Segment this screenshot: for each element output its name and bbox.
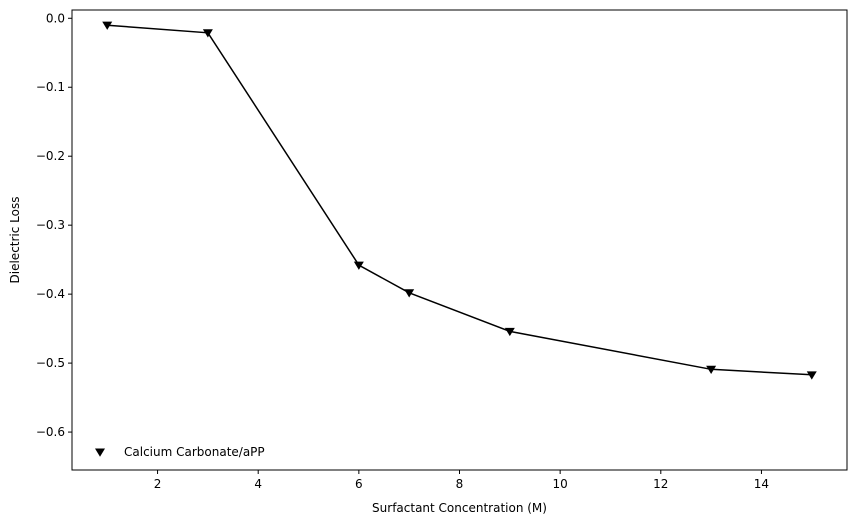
data-point: [504, 327, 515, 337]
x-tick-label: 6: [355, 477, 363, 491]
x-tick-label: 14: [754, 477, 769, 491]
data-point: [353, 261, 364, 270]
x-tick-label: 2: [154, 477, 162, 491]
x-tick-label: 4: [254, 477, 262, 491]
x-tick-label: 8: [456, 477, 464, 491]
y-ticks: 0.0 −0.1 −0.2 −0.3 −0.4 −0.5 −0.6: [36, 11, 72, 439]
series-line: [107, 24, 812, 376]
data-point: [102, 21, 113, 30]
y-tick-label: −0.4: [36, 287, 65, 301]
data-point: [706, 365, 717, 375]
legend-entry: Calcium Carbonate/aPP: [124, 445, 265, 459]
y-tick-label: −0.6: [36, 425, 65, 439]
x-tick-label: 12: [653, 477, 668, 491]
y-tick-label: −0.1: [36, 80, 65, 94]
series-markers: [102, 21, 817, 380]
y-tick-label: 0.0: [46, 11, 65, 25]
legend: Calcium Carbonate/aPP: [95, 445, 265, 459]
data-point: [404, 289, 415, 298]
y-tick-label: −0.2: [36, 149, 65, 163]
y-tick-label: −0.3: [36, 218, 65, 232]
x-axis-label: Surfactant Concentration (M): [372, 501, 547, 515]
x-ticks: 2 4 6 8 10 12 14: [154, 470, 769, 491]
x-tick-label: 10: [553, 477, 568, 491]
data-point: [202, 29, 213, 38]
plot-frame: [71, 9, 848, 471]
data-point: [806, 371, 817, 380]
y-axis-label: Dielectric Loss: [8, 197, 22, 284]
y-tick-label: −0.5: [36, 356, 65, 370]
legend-marker: [95, 448, 105, 457]
